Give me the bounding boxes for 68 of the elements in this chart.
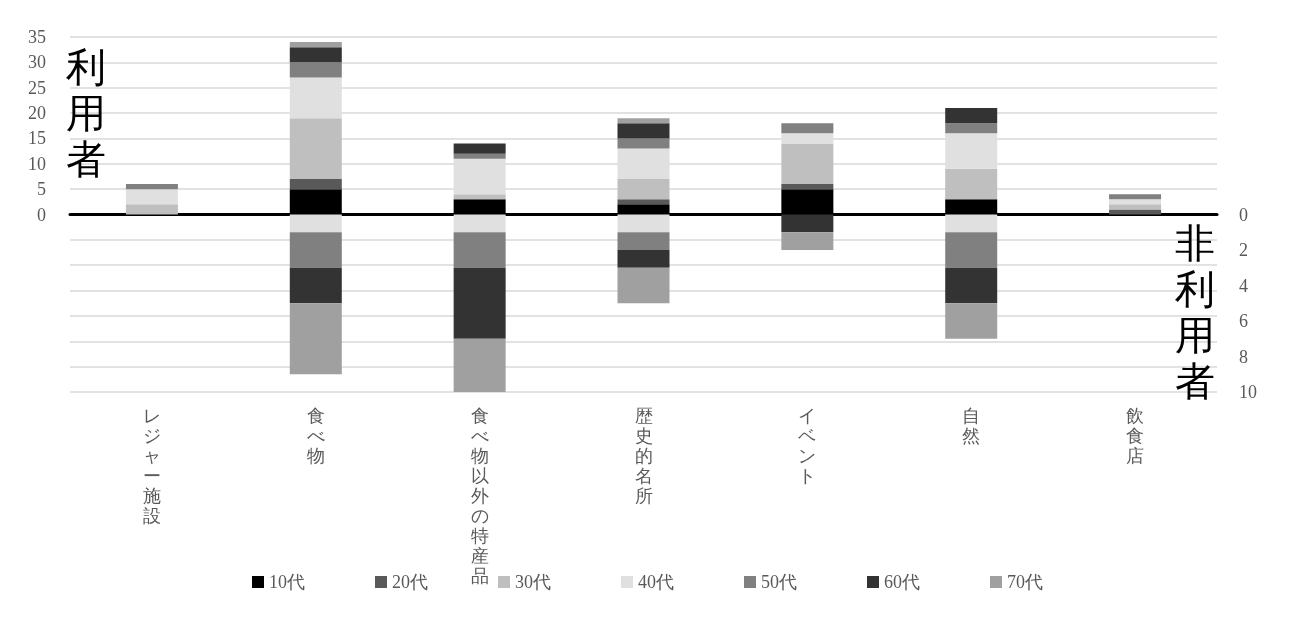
bar (1109, 199, 1162, 205)
bar (617, 232, 670, 250)
bar (1109, 209, 1162, 215)
bar (453, 143, 506, 154)
bar (945, 303, 998, 339)
bar (289, 179, 342, 190)
legend-label: 50代 (761, 572, 797, 592)
y-tick-label: 10 (28, 153, 46, 174)
bar (617, 267, 670, 304)
bar (945, 232, 998, 268)
bar (781, 232, 834, 250)
y-tick-label: 25 (28, 77, 46, 98)
bar (781, 184, 834, 190)
y2-axis-title: 非利用者 (1175, 220, 1215, 404)
bar (945, 108, 998, 124)
y2-tick-label: 6 (1239, 311, 1248, 331)
y2-tick-label: 10 (1239, 382, 1257, 402)
y-tick-label: 30 (28, 52, 46, 73)
bar (1109, 204, 1162, 210)
bar (289, 118, 342, 179)
bar (1109, 194, 1162, 200)
bar (617, 118, 670, 124)
bar (125, 184, 178, 190)
x-tick-label: 自然 (962, 406, 981, 446)
y2-tick-label: 0 (1239, 204, 1248, 225)
y-tick-label: 15 (28, 128, 46, 149)
bar (289, 303, 342, 375)
bar (617, 199, 670, 205)
bar (289, 47, 342, 63)
category-label: 食べ物以外の特産品 (470, 406, 489, 586)
y-tick-label: 20 (28, 103, 46, 124)
y2-tick-label: 8 (1239, 346, 1248, 367)
y-axis-title: 利用者 (66, 44, 106, 182)
legend-label: 30代 (515, 572, 551, 592)
bar (781, 123, 834, 134)
x-tick-label: イベント (798, 406, 817, 486)
bar (945, 168, 998, 200)
bar (617, 138, 670, 149)
bar (453, 194, 506, 200)
bar (289, 62, 342, 78)
bar (617, 179, 670, 200)
bar (453, 338, 506, 392)
legend-label: 70代 (1007, 572, 1043, 592)
x-tick-label: 歴史的名所 (634, 406, 653, 506)
legend-label: 40代 (638, 572, 674, 592)
legend-label: 60代 (884, 572, 920, 592)
y-tick-label: 0 (37, 204, 46, 225)
y2-tick-label: 4 (1239, 275, 1248, 296)
bar (945, 123, 998, 134)
bar (781, 143, 834, 185)
bar (617, 250, 670, 268)
y-tick-label: 5 (37, 179, 46, 200)
bar (289, 267, 342, 304)
x-tick-label: レジャー施設 (142, 406, 161, 526)
bar (289, 42, 342, 48)
bar (617, 123, 670, 139)
y-tick-label: 35 (28, 27, 46, 47)
x-tick-label: 飲食店 (1126, 406, 1145, 466)
y2-tick-label: 2 (1239, 240, 1248, 260)
legend-label: 20代 (392, 572, 428, 592)
bar (289, 232, 342, 268)
bar (945, 267, 998, 304)
bar (453, 153, 506, 159)
legend-label: 10代 (269, 572, 305, 592)
bar (453, 232, 506, 268)
x-tick-label: 食べ物 (306, 406, 325, 466)
bar (125, 204, 178, 215)
bar (453, 267, 506, 339)
